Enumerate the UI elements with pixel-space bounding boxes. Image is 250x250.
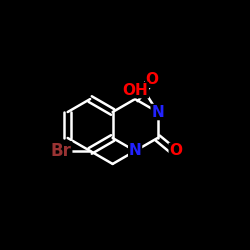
Text: O: O [146, 72, 159, 87]
Text: O: O [169, 144, 182, 158]
Text: OH: OH [122, 82, 148, 98]
Text: N: N [129, 144, 141, 158]
Text: N: N [151, 104, 164, 120]
Text: Br: Br [51, 142, 71, 160]
